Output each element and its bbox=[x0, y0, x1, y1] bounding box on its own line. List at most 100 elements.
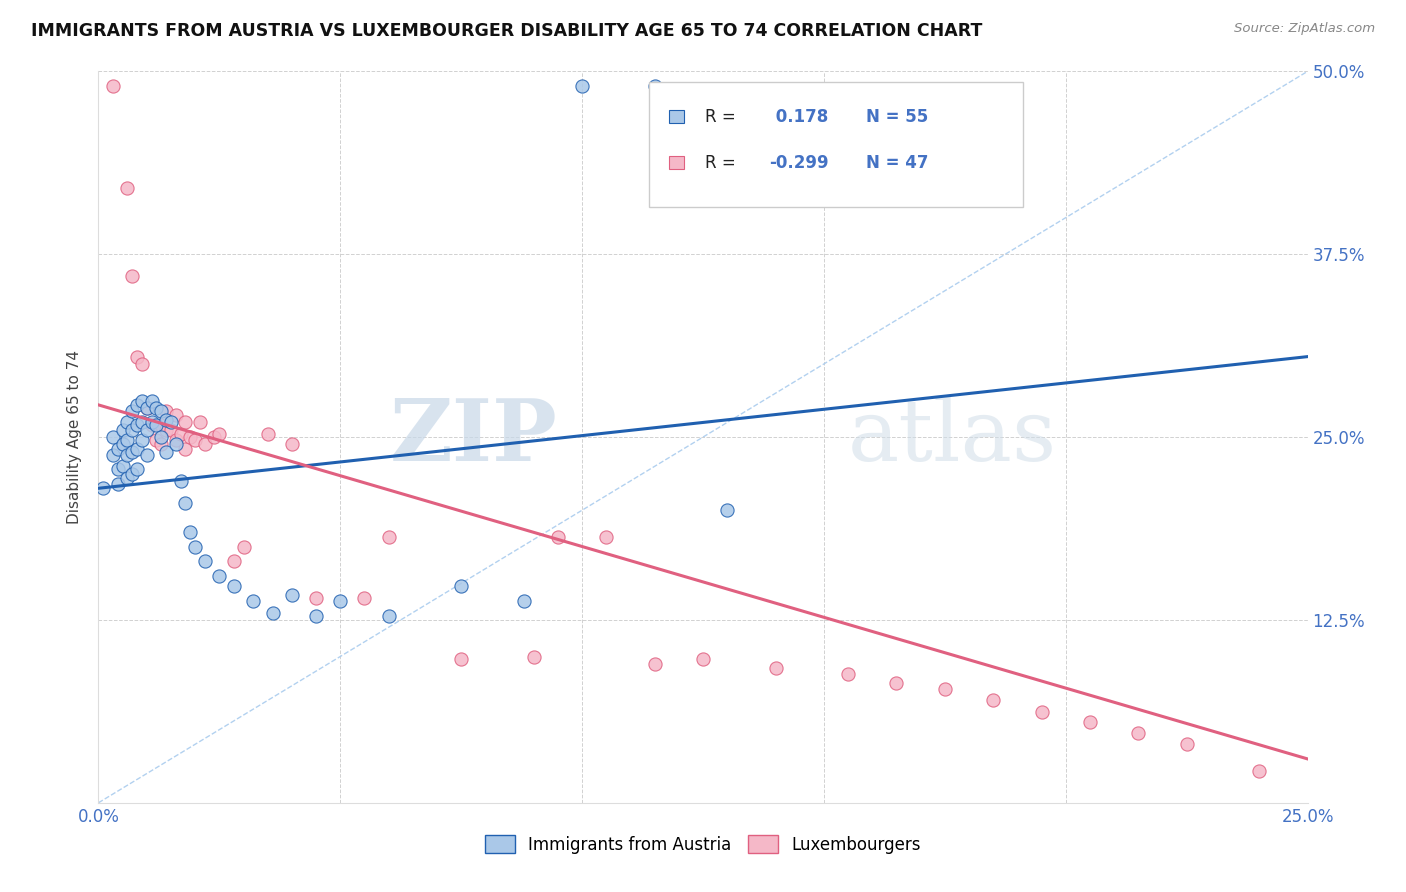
Point bbox=[135, 448, 157, 462]
Point bbox=[121, 423, 143, 437]
Point bbox=[174, 442, 197, 456]
Point bbox=[644, 78, 666, 93]
Text: Source: ZipAtlas.com: Source: ZipAtlas.com bbox=[1234, 22, 1375, 36]
Point bbox=[150, 430, 173, 444]
Point bbox=[1175, 737, 1198, 751]
Point bbox=[121, 269, 143, 284]
Point bbox=[135, 401, 157, 415]
Point bbox=[886, 676, 908, 690]
Point bbox=[450, 652, 472, 666]
Point bbox=[194, 554, 217, 568]
Point bbox=[91, 481, 114, 495]
Point bbox=[222, 554, 245, 568]
Point bbox=[184, 540, 207, 554]
Text: R =: R = bbox=[706, 153, 737, 172]
Point bbox=[141, 393, 163, 408]
Point bbox=[111, 423, 134, 437]
Point bbox=[155, 412, 177, 426]
Point bbox=[305, 591, 328, 605]
Point bbox=[208, 427, 231, 442]
Point bbox=[174, 496, 197, 510]
Point bbox=[377, 608, 399, 623]
Point bbox=[281, 588, 304, 602]
Point bbox=[121, 403, 143, 417]
Point bbox=[155, 403, 177, 417]
Point bbox=[127, 418, 149, 433]
Point bbox=[107, 462, 129, 476]
Point bbox=[222, 579, 245, 593]
Point bbox=[145, 418, 167, 433]
Point bbox=[450, 579, 472, 593]
Point bbox=[716, 503, 738, 517]
Text: IMMIGRANTS FROM AUSTRIA VS LUXEMBOURGER DISABILITY AGE 65 TO 74 CORRELATION CHAR: IMMIGRANTS FROM AUSTRIA VS LUXEMBOURGER … bbox=[31, 22, 983, 40]
Text: -0.299: -0.299 bbox=[769, 153, 830, 172]
Text: ZIP: ZIP bbox=[389, 395, 558, 479]
Point bbox=[174, 416, 197, 430]
Text: N = 55: N = 55 bbox=[866, 108, 928, 126]
Point bbox=[165, 408, 187, 422]
Point bbox=[145, 433, 167, 447]
Point bbox=[101, 430, 124, 444]
Point bbox=[150, 437, 173, 451]
Point bbox=[204, 430, 226, 444]
Point bbox=[107, 476, 129, 491]
Point bbox=[160, 416, 183, 430]
Point bbox=[135, 423, 157, 437]
Point bbox=[547, 530, 569, 544]
Point bbox=[141, 416, 163, 430]
FancyBboxPatch shape bbox=[648, 82, 1024, 207]
Point bbox=[150, 418, 173, 433]
Point bbox=[111, 437, 134, 451]
Point bbox=[155, 423, 177, 437]
Point bbox=[571, 78, 593, 93]
Point bbox=[145, 401, 167, 415]
Point bbox=[329, 594, 352, 608]
Point bbox=[169, 427, 191, 442]
Point bbox=[179, 525, 201, 540]
Point bbox=[837, 667, 859, 681]
Point bbox=[1031, 705, 1053, 719]
Point bbox=[127, 442, 149, 456]
FancyBboxPatch shape bbox=[669, 156, 685, 169]
Point bbox=[281, 437, 304, 451]
Point bbox=[523, 649, 546, 664]
Point bbox=[1249, 764, 1271, 778]
Point bbox=[101, 448, 124, 462]
Point bbox=[121, 444, 143, 458]
Point bbox=[256, 427, 278, 442]
Point bbox=[305, 608, 328, 623]
Point bbox=[117, 448, 139, 462]
Point bbox=[353, 591, 375, 605]
Text: N = 47: N = 47 bbox=[866, 153, 929, 172]
Point bbox=[179, 430, 201, 444]
Y-axis label: Disability Age 65 to 74: Disability Age 65 to 74 bbox=[67, 350, 83, 524]
Point bbox=[232, 540, 254, 554]
Point bbox=[377, 530, 399, 544]
Point bbox=[135, 401, 157, 415]
Point bbox=[981, 693, 1004, 707]
Point bbox=[169, 474, 191, 488]
Point bbox=[165, 437, 187, 451]
Text: atlas: atlas bbox=[848, 395, 1057, 479]
Point bbox=[117, 471, 139, 485]
Point bbox=[131, 416, 153, 430]
Point bbox=[160, 423, 183, 437]
Point bbox=[934, 681, 956, 696]
Point bbox=[644, 657, 666, 671]
Point bbox=[208, 569, 231, 583]
Legend: Immigrants from Austria, Luxembourgers: Immigrants from Austria, Luxembourgers bbox=[478, 829, 928, 860]
FancyBboxPatch shape bbox=[669, 110, 685, 123]
Text: R =: R = bbox=[706, 108, 737, 126]
Text: 0.178: 0.178 bbox=[769, 108, 828, 126]
Point bbox=[107, 442, 129, 456]
Point bbox=[165, 433, 187, 447]
Point bbox=[513, 594, 536, 608]
Point bbox=[194, 437, 217, 451]
Point bbox=[262, 606, 284, 620]
Point bbox=[131, 393, 153, 408]
Point bbox=[111, 459, 134, 474]
Point bbox=[141, 418, 163, 433]
Point bbox=[150, 403, 173, 417]
Point bbox=[117, 433, 139, 447]
Point bbox=[127, 398, 149, 412]
